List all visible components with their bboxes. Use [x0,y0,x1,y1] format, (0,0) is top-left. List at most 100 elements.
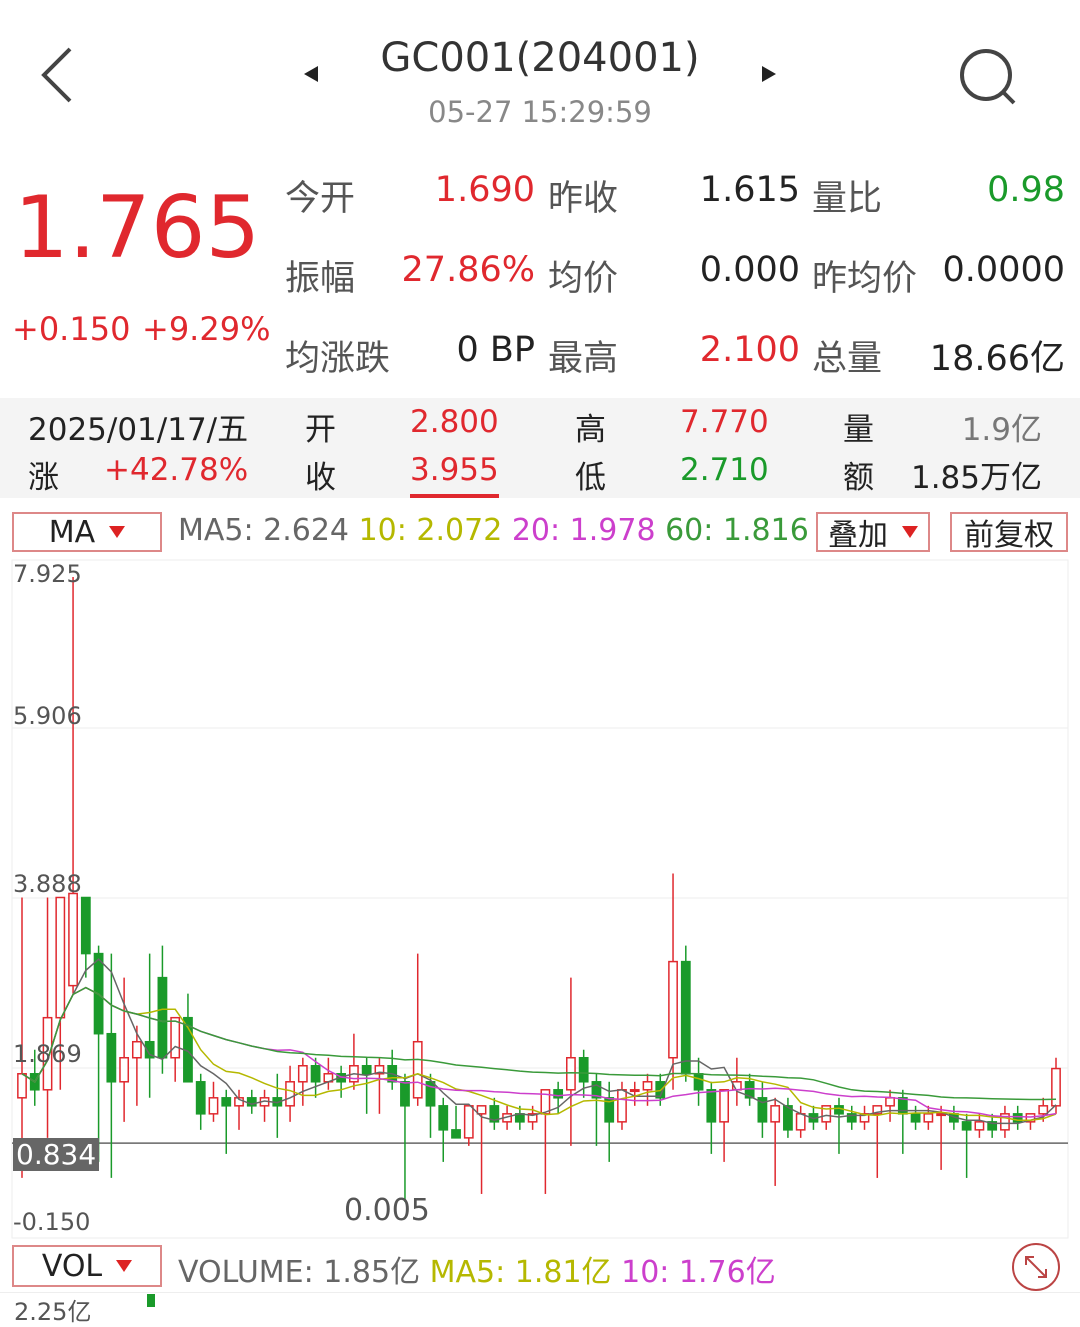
page-title: GC001(204001) [380,35,700,81]
overlay-select-value: 叠加 [828,518,888,553]
candle-up [974,1121,985,1131]
candlestick-chart[interactable] [0,558,1080,1240]
indicator-select[interactable]: MA [12,512,162,552]
candle-up [1038,1105,1049,1115]
candle-up [55,896,66,1019]
dropdown-arrow-icon [116,1260,133,1272]
candle-down [425,1081,436,1107]
candle-down [961,1121,972,1131]
candle-up [936,1113,947,1117]
volume-select-value: VOL [41,1248,103,1284]
day-detail-panel [0,398,1080,498]
candle-up [1000,1113,1010,1131]
quote-field-value: 1.615 [699,170,800,210]
candle-down [451,1129,461,1139]
quote-field-label: 均涨跌 [285,339,391,379]
overlay-select[interactable]: 叠加 [816,512,930,553]
candle-up [170,1016,181,1059]
candle-down [604,1097,615,1123]
candle-up [297,1065,308,1083]
candle-up [795,1113,806,1131]
candle-up [642,1081,653,1091]
y-tick-label: 5.906 [13,702,82,730]
volume-ma10: 10: 1.76亿 [621,1255,776,1290]
candle-down [680,960,691,1075]
prev-stock-button[interactable] [304,66,318,86]
quote-field-value: 2.100 [699,330,800,370]
quote-field-label: 最高 [548,339,619,379]
candle-up [131,1040,142,1059]
candle-up [374,1065,385,1075]
candle-down [910,1113,921,1123]
candle-down [553,1089,564,1099]
candle-down [757,1097,768,1123]
quote-field-label: 量比 [812,179,883,219]
volume-indicator-select[interactable]: VOL [12,1245,162,1287]
candle-down [706,1089,717,1123]
day-date: 2025/01/17/五 [28,412,249,448]
ma60-line [21,986,1057,1101]
timestamp: 05-27 15:29:59 [428,95,652,129]
candle-up [885,1097,895,1107]
candle-down [693,1073,704,1091]
price-change-pct: +9.29% [142,310,271,348]
day-high: 7.770 [680,404,769,440]
quote-field-value: 1.690 [434,170,535,210]
candle-down [221,1097,232,1107]
quote-field-label: 昨收 [548,179,619,219]
candle-up [412,1040,423,1099]
candle-up [285,1081,295,1107]
y-tick-label: -0.150 [13,1208,91,1236]
change-label: 涨 [28,460,59,496]
candle-up [566,1056,576,1091]
chart-frame [11,559,1069,1239]
adjust-button[interactable]: 前复权 [950,512,1068,553]
candle-up [719,1089,729,1123]
quote-field-value: 0.000 [699,250,800,290]
volume-value: VOLUME: 1.85亿 [178,1255,421,1290]
candle-up [527,1113,538,1123]
candle-up [476,1105,487,1115]
close-label: 收 [305,460,336,496]
volume-bar [147,1294,155,1307]
candle-down [744,1081,755,1099]
dropdown-arrow-icon [902,526,918,538]
quote-field-value: 18.66亿 [929,339,1065,379]
next-stock-button[interactable] [762,66,776,86]
candle-down [591,1081,602,1099]
day-close: 3.955 [410,452,499,498]
quote-field-label: 振幅 [285,259,356,299]
day-open: 2.800 [410,404,499,440]
adjust-label: 前复权 [964,518,1054,553]
current-price-tag: 0.834 [13,1138,100,1171]
candle-down [246,1097,257,1107]
volume-axis-top: 2.25亿 [14,1298,92,1326]
high-label: 高 [575,412,606,448]
search-icon [960,49,1016,105]
candle-down [157,976,168,1059]
candle-down [489,1105,500,1123]
candle-up [234,1097,244,1107]
dropdown-arrow-icon [109,526,126,538]
triangle-right-icon [762,66,776,82]
search-button[interactable] [958,48,1020,112]
open-label: 开 [305,412,336,448]
candle-up [68,892,78,987]
y-tick-label: 1.869 [13,1040,82,1068]
candle-down [400,1081,410,1107]
amount-label: 额 [843,460,874,496]
candle-up [17,1073,27,1099]
low-label: 低 [575,460,606,496]
quote-field-label: 均价 [548,259,619,299]
day-volume: 1.9亿 [961,412,1042,448]
candle-down [834,1105,844,1115]
day-low: 2.710 [680,452,769,488]
candle-down [361,1065,372,1075]
ma5-line [21,958,1057,1125]
candle-down [846,1113,857,1123]
candle-up [770,1105,781,1123]
candle-up [1025,1113,1036,1123]
fullscreen-button[interactable] [1010,1241,1062,1297]
back-button[interactable] [38,45,78,105]
min-price-label: 0.005 [344,1193,430,1228]
